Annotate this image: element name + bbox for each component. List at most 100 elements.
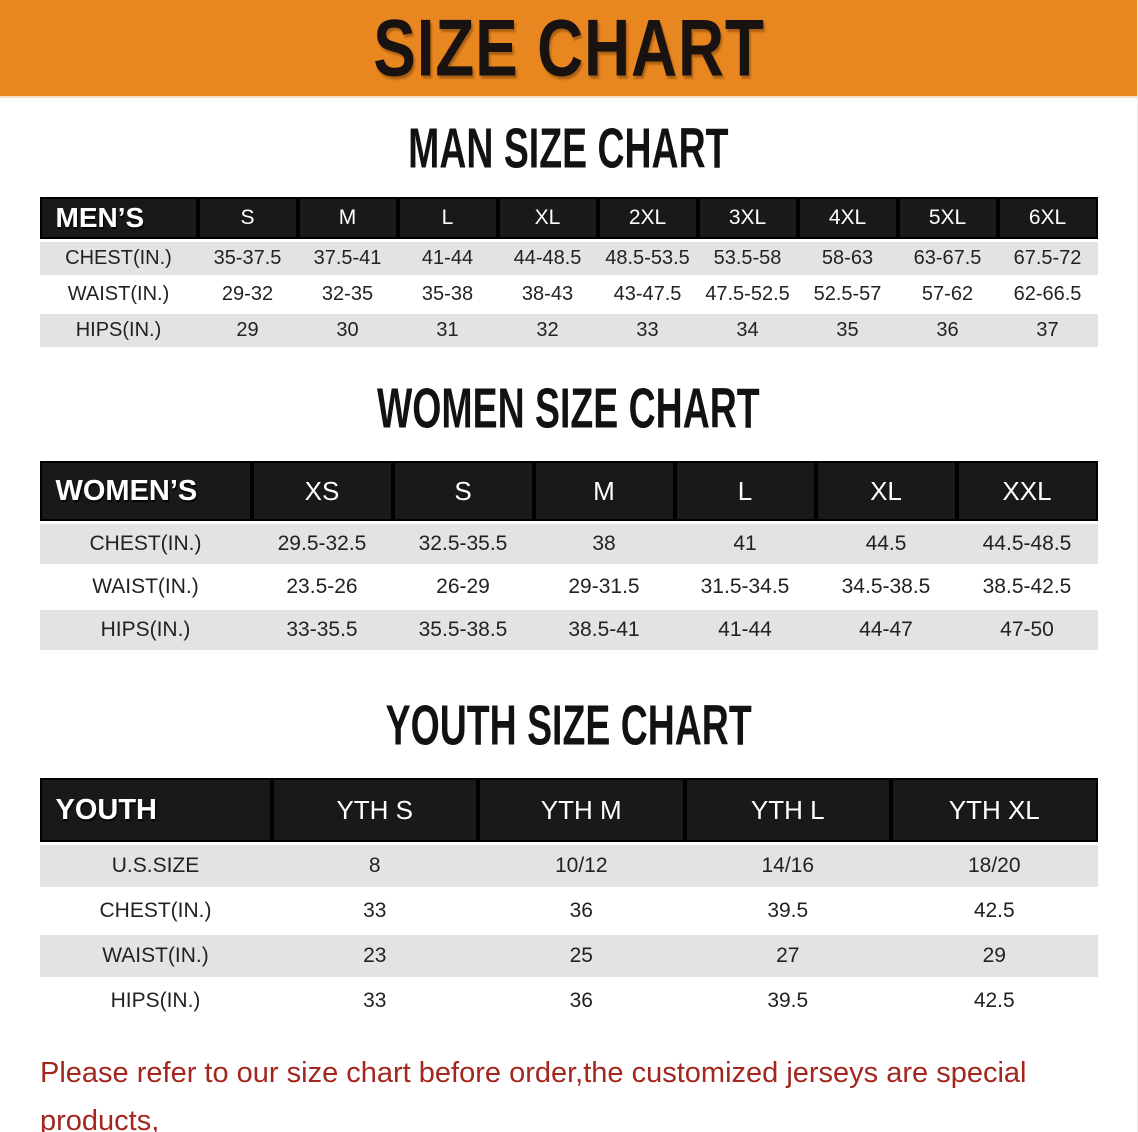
- size-value-cell: 23: [271, 935, 478, 977]
- man-section-heading: MAN SIZE CHART: [0, 121, 1137, 178]
- man-section-title: MAN SIZE CHART: [408, 118, 729, 181]
- size-value-cell: 31: [397, 314, 498, 347]
- size-value-cell: 18/20: [891, 845, 1098, 887]
- size-column-header: XL: [497, 197, 598, 239]
- size-value-cell: 62-66.5: [1013, 283, 1082, 305]
- size-value-cell: 35-37.5: [197, 242, 298, 275]
- size-value-cell: 42.5: [973, 989, 1015, 1012]
- table-row: HIPS(IN.) 29 30 31 32 33 34 35 36 37: [39, 314, 1098, 347]
- size-value-cell: 44.5: [815, 524, 957, 564]
- table-row: CHEST(IN.) 35-37.5 37.5-41 41-44 44-48.5 48.5…: [39, 242, 1098, 275]
- size-value-cell: 32.5-35.5: [392, 524, 534, 564]
- size-value-cell: 29-31.5: [568, 575, 640, 598]
- footer-notice: Please refer to our size chart before or…: [40, 1049, 1137, 1132]
- size-value-cell: 47.5-52.5: [705, 283, 790, 305]
- size-value-cell: 25: [478, 935, 685, 977]
- size-column-header: XL: [815, 461, 957, 521]
- size-column-header: S: [392, 461, 534, 521]
- size-value-cell: 29-32: [221, 283, 274, 305]
- size-value-cell: 36: [897, 314, 998, 347]
- table-row: U.S.SIZE 8 10/12 14/16 18/20: [39, 845, 1098, 887]
- size-value-cell: 47-50: [956, 610, 1098, 650]
- size-value-cell: 33: [363, 989, 387, 1012]
- table-row: CHEST(IN.) 29.5-32.5 32.5-35.5 38 41 44.5 44.5…: [39, 524, 1098, 564]
- size-value-cell: 36: [569, 899, 593, 922]
- table-header-row: WOMEN’S XS S M L XL XXL: [39, 461, 1098, 521]
- size-value-cell: 37.5-41: [297, 242, 398, 275]
- size-value-cell: 34.5-38.5: [841, 575, 931, 598]
- man-size-section: MAN SIZE CHART MEN’S S M L XL 2XL 3XL 4XL 5XL 6XL…: [0, 121, 1137, 350]
- size-value-cell: 32-35: [321, 283, 374, 305]
- size-column-header: YTH XL: [891, 778, 1098, 842]
- size-column-header: 5XL: [897, 197, 998, 239]
- table-header-label: MEN’S: [39, 197, 198, 239]
- size-value-cell: 44.5-48.5: [956, 524, 1098, 564]
- size-value-cell: 29: [197, 314, 298, 347]
- size-value-cell: 43-47.5: [613, 283, 682, 305]
- size-value-cell: 58-63: [797, 242, 898, 275]
- youth-size-section: YOUTH SIZE CHART YOUTH YTH S YTH M YTH L YTH…: [0, 698, 1137, 1025]
- table-row: CHEST(IN.) 33 36 39.5 42.5: [40, 890, 1098, 932]
- size-value-cell: 41-44: [397, 242, 498, 275]
- size-column-header: XS: [251, 461, 393, 521]
- row-label: HIPS(IN.): [110, 989, 201, 1012]
- size-value-cell: 26-29: [436, 575, 490, 598]
- row-label: WAIST(IN.): [39, 935, 272, 977]
- table-row: HIPS(IN.) 33 36 39.5 42.5: [40, 980, 1098, 1022]
- row-label: WAIST(IN.): [67, 283, 170, 305]
- size-column-header: M: [297, 197, 398, 239]
- size-value-cell: 36: [569, 989, 593, 1012]
- size-column-header: M: [533, 461, 675, 521]
- size-value-cell: 34: [697, 314, 798, 347]
- size-value-cell: 29: [891, 935, 1098, 977]
- notice-line-1: Please refer to our size chart before or…: [40, 1057, 1027, 1132]
- row-label: HIPS(IN.): [39, 314, 198, 347]
- table-row: WAIST(IN.) 23 25 27 29: [39, 935, 1098, 977]
- size-value-cell: 52.5-57: [813, 283, 882, 305]
- size-column-header: YTH S: [271, 778, 478, 842]
- youth-size-table: YOUTH YTH S YTH M YTH L YTH XL U.S.SIZE 8 10/12…: [39, 775, 1098, 1025]
- size-value-cell: 33: [597, 314, 698, 347]
- size-value-cell: 41-44: [674, 610, 816, 650]
- row-label: CHEST(IN.): [39, 242, 198, 275]
- size-value-cell: 38: [533, 524, 675, 564]
- page-title: SIZE CHART: [372, 2, 765, 94]
- size-value-cell: 39.5: [767, 989, 809, 1012]
- size-value-cell: 10/12: [478, 845, 685, 887]
- row-label: CHEST(IN.): [39, 524, 252, 564]
- size-value-cell: 39.5: [767, 899, 809, 922]
- size-value-cell: 33: [363, 899, 387, 922]
- size-value-cell: 41: [674, 524, 816, 564]
- size-value-cell: 57-62: [921, 283, 974, 305]
- size-column-header: YTH M: [478, 778, 685, 842]
- size-column-header: 3XL: [697, 197, 798, 239]
- size-value-cell: 33-35.5: [251, 610, 393, 650]
- size-value-cell: 8: [271, 845, 478, 887]
- size-column-header: L: [397, 197, 498, 239]
- size-value-cell: 53.5-58: [697, 242, 798, 275]
- table-header-row: YOUTH YTH S YTH M YTH L YTH XL: [39, 778, 1098, 842]
- banner: SIZE CHART: [0, 0, 1137, 98]
- table-header-label: WOMEN’S: [39, 461, 252, 521]
- size-value-cell: 67.5-72: [997, 242, 1098, 275]
- size-column-header: 2XL: [597, 197, 698, 239]
- size-value-cell: 35-38: [421, 283, 474, 305]
- size-value-cell: 37: [997, 314, 1098, 347]
- size-value-cell: 30: [297, 314, 398, 347]
- man-size-table: MEN’S S M L XL 2XL 3XL 4XL 5XL 6XL CHEST(IN.) 35-37…: [39, 194, 1098, 350]
- youth-section-title: YOUTH SIZE CHART: [385, 695, 752, 758]
- row-label: CHEST(IN.): [99, 899, 212, 922]
- row-label: WAIST(IN.): [92, 575, 199, 598]
- size-value-cell: 35.5-38.5: [392, 610, 534, 650]
- size-value-cell: 14/16: [684, 845, 891, 887]
- women-size-table: WOMEN’S XS S M L XL XXL CHEST(IN.) 29.5-32.5 32.5…: [39, 458, 1098, 653]
- size-column-header: 6XL: [997, 197, 1098, 239]
- table-row: HIPS(IN.) 33-35.5 35.5-38.5 38.5-41 41-44 44-…: [39, 610, 1098, 650]
- size-column-header: L: [674, 461, 816, 521]
- size-value-cell: 48.5-53.5: [597, 242, 698, 275]
- size-value-cell: 27: [684, 935, 891, 977]
- size-value-cell: 38.5-42.5: [982, 575, 1072, 598]
- size-value-cell: 44-48.5: [497, 242, 598, 275]
- row-label: U.S.SIZE: [39, 845, 272, 887]
